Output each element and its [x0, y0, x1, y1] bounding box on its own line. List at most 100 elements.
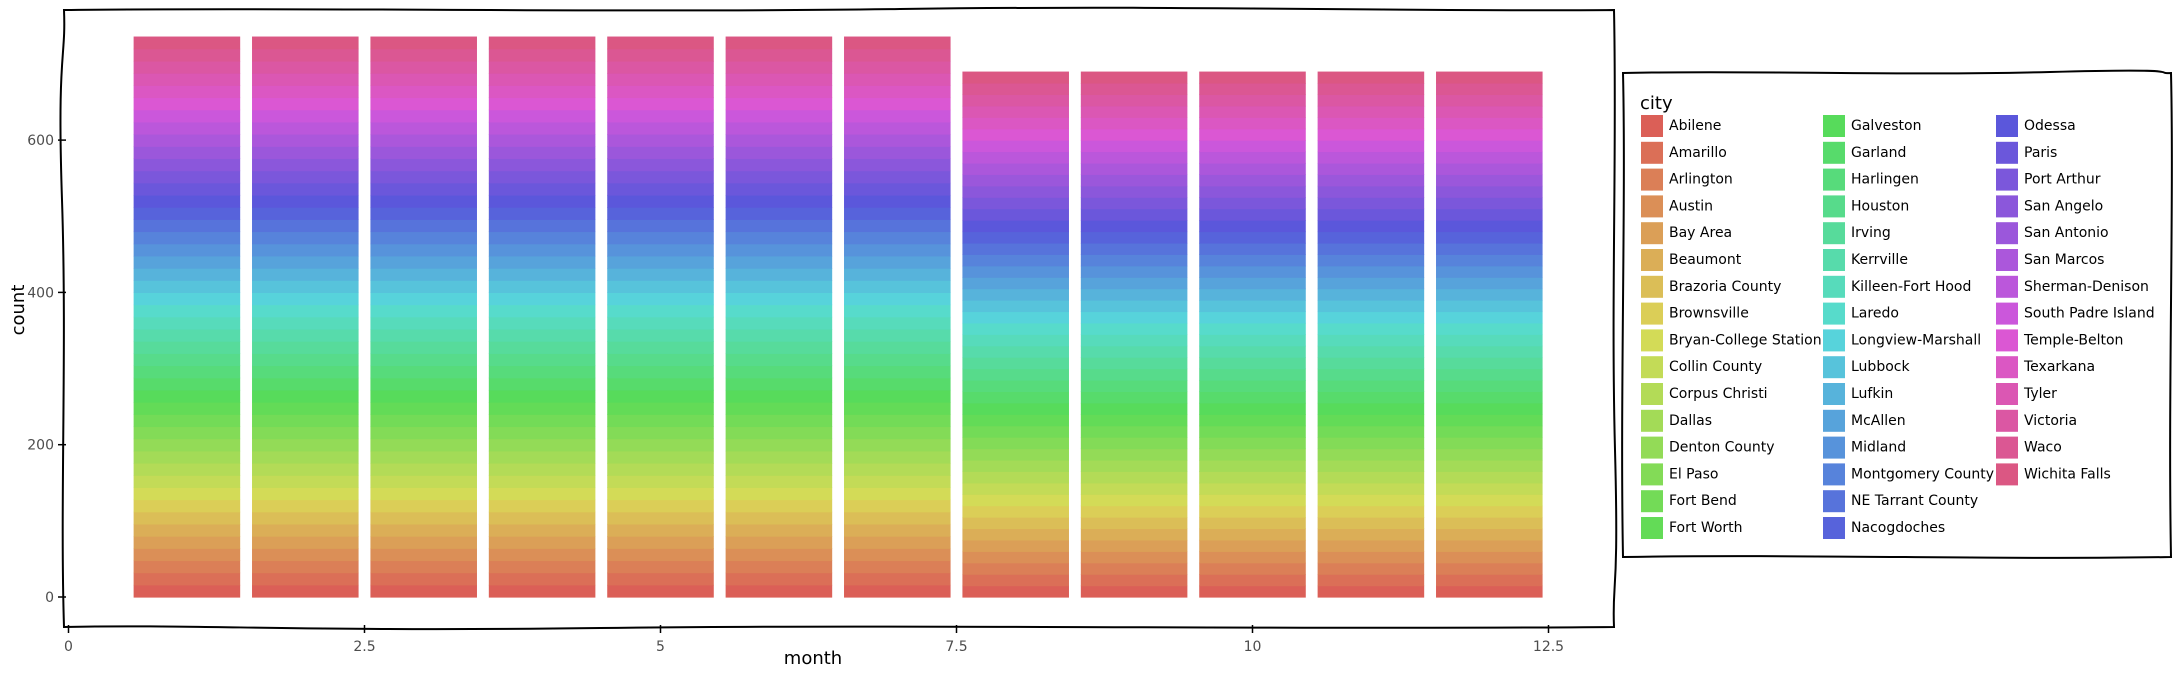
bar-segment	[725, 462, 833, 476]
bar-segment	[1436, 517, 1543, 530]
bar-segment	[1199, 357, 1306, 370]
bar-segment	[252, 316, 359, 330]
bar-segment	[607, 377, 714, 391]
bar-segment	[252, 462, 359, 476]
bar-segment	[133, 182, 241, 196]
bar-segment	[488, 548, 596, 562]
bar-segment	[1080, 231, 1188, 244]
bar-segment	[607, 255, 714, 269]
bar-segment	[962, 482, 1069, 495]
bar-segment	[488, 341, 596, 354]
bar-segment	[488, 219, 596, 233]
bar-segment	[488, 207, 596, 220]
bar-segment	[607, 341, 714, 354]
bar-segment	[370, 536, 477, 549]
bar-segment	[1199, 448, 1306, 461]
bar-segment	[1317, 174, 1425, 187]
bar-segment	[1199, 402, 1306, 415]
bar-segment	[370, 255, 477, 269]
legend-swatch	[1823, 383, 1845, 405]
bar-segment	[133, 377, 241, 391]
bar-segment	[252, 402, 359, 415]
bar-segment	[725, 60, 833, 74]
bar-segment	[1199, 288, 1306, 301]
bar-segment	[1080, 265, 1188, 278]
legend-label: Killeen-Fort Hood	[1851, 279, 1971, 295]
bar-segment	[1080, 494, 1188, 507]
bar-segment	[844, 121, 951, 135]
bar-segment	[725, 523, 833, 537]
bar-segment	[252, 414, 359, 428]
legend-label: Brownsville	[1669, 306, 1749, 322]
bar-segment	[607, 85, 714, 99]
bar-segment	[252, 85, 359, 99]
bar-segment	[1199, 242, 1306, 255]
legend-swatch	[1996, 222, 2018, 245]
bar-segment	[1199, 459, 1306, 472]
bar-segment	[725, 475, 833, 488]
legend-label: Midland	[1851, 440, 1906, 456]
bar-segment	[133, 426, 241, 440]
bar-segment	[607, 414, 714, 428]
bar-segment	[1080, 277, 1188, 290]
bar-segment	[962, 448, 1069, 461]
bar-segment	[1199, 551, 1306, 564]
x-axis-title: month	[784, 648, 842, 669]
legend-label: Austin	[1669, 198, 1713, 214]
bar-segment	[370, 280, 477, 293]
bar-segment	[133, 499, 241, 513]
legend-swatch	[1641, 463, 1663, 486]
bar-segment	[1317, 494, 1425, 507]
bar-segment	[1080, 528, 1188, 541]
bar-segment	[1199, 528, 1306, 541]
bar-segment	[1080, 288, 1188, 301]
bar-segment	[133, 548, 241, 562]
bar-segment	[607, 121, 714, 135]
bar-segment	[725, 109, 833, 123]
bar-segment	[133, 536, 241, 549]
bar-segment	[844, 523, 951, 537]
bar-segment	[844, 48, 951, 62]
bar-segment	[252, 438, 359, 452]
bar-segment	[1199, 482, 1306, 495]
bar-segment	[1436, 505, 1543, 518]
legend-label: Victoria	[2024, 413, 2077, 429]
bar-segment	[488, 426, 596, 440]
bar-segment	[844, 243, 951, 257]
legend-label: Kerrville	[1851, 252, 1908, 268]
legend-label: San Marcos	[2024, 252, 2104, 268]
bar-segment	[962, 277, 1069, 290]
bar-segment	[488, 97, 596, 111]
bar-segment	[844, 316, 951, 330]
bar-segment	[252, 572, 359, 586]
bar-segment	[252, 475, 359, 488]
x-tick-label: 10	[1244, 639, 1262, 655]
bar-segment	[370, 450, 477, 464]
bar-segment	[725, 487, 833, 501]
legend-label: Collin County	[1669, 359, 1762, 375]
bar-segment	[1317, 300, 1425, 313]
bar-segment	[1080, 391, 1188, 404]
bar-segment	[725, 365, 833, 379]
legend-label: El Paso	[1669, 466, 1718, 482]
bar-segment	[133, 231, 241, 245]
bar-segment	[252, 182, 359, 196]
legend-swatch	[1641, 115, 1663, 137]
bar-segment	[370, 121, 477, 135]
bar-segment	[370, 48, 477, 62]
bar-segment	[725, 85, 833, 99]
bar-segment	[1436, 117, 1543, 130]
legend-label: Bay Area	[1669, 225, 1732, 241]
bar-segment	[488, 560, 596, 574]
bar-segment	[252, 255, 359, 269]
bar-segment	[607, 523, 714, 537]
bar-segment	[252, 523, 359, 537]
bar-segment	[725, 548, 833, 562]
bar-segment	[962, 174, 1069, 187]
bar-segment	[1436, 208, 1543, 221]
bar-segment	[962, 357, 1069, 370]
bar-segment	[844, 97, 951, 111]
bar-segment	[725, 414, 833, 428]
bar-segment	[370, 207, 477, 220]
bar-segment	[1199, 105, 1306, 118]
